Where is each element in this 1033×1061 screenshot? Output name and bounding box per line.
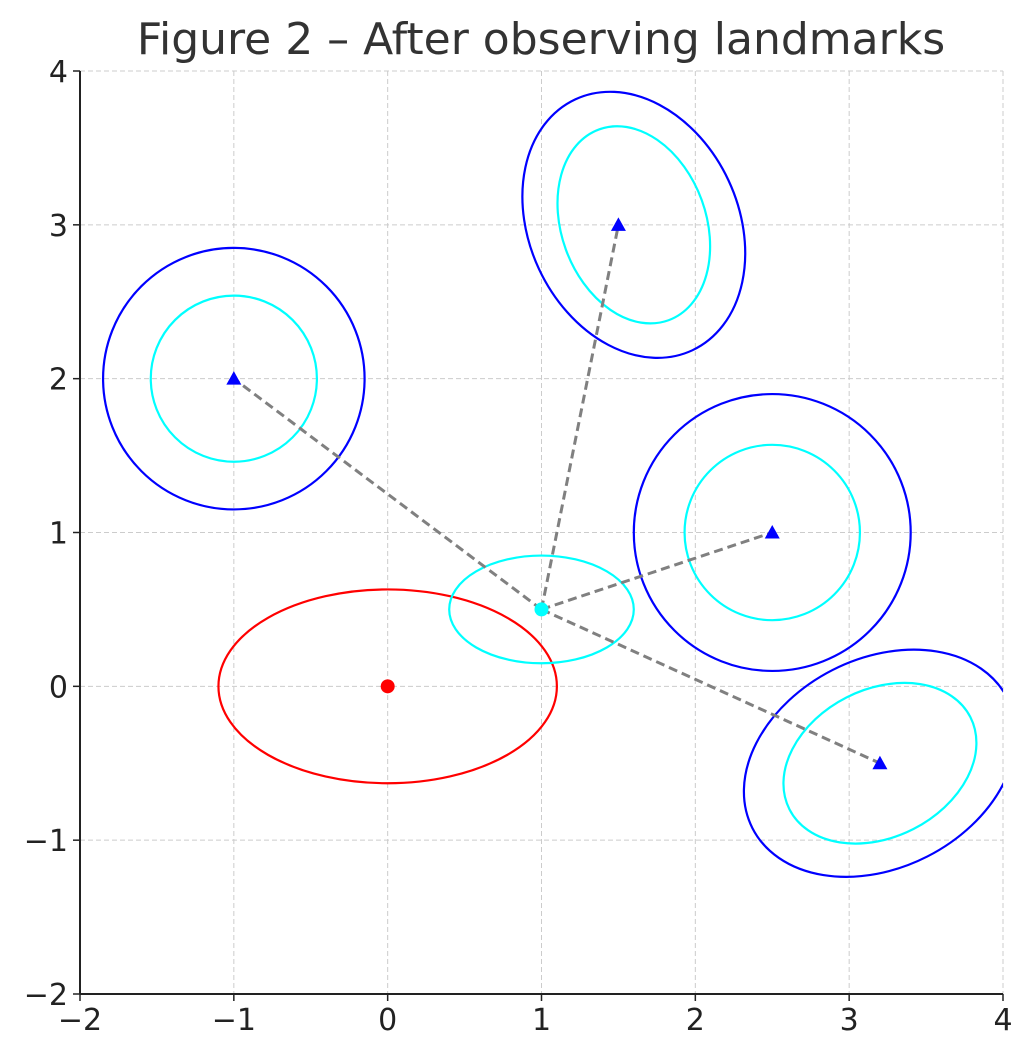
landmark-marker	[764, 525, 780, 539]
x-tick-label: 1	[532, 1003, 551, 1038]
initial-pose-ellipse	[217, 588, 558, 785]
landmark-marker	[610, 217, 626, 231]
landmark-outer-ellipse	[632, 392, 912, 673]
landmark-marker	[872, 755, 888, 770]
y-tick-label: −2	[24, 978, 68, 1013]
y-tick-label: −1	[24, 824, 68, 859]
x-tick-label: 3	[840, 1003, 859, 1038]
y-tick-label: 1	[49, 517, 68, 552]
updated-pose-ellipse	[448, 554, 635, 665]
observation-ray	[540, 224, 620, 610]
observation-ray	[541, 531, 773, 611]
x-tick-label: 4	[993, 1003, 1012, 1038]
x-tick-label: 0	[378, 1003, 397, 1038]
landmark-inner-ellipse	[683, 443, 862, 622]
landmark-inner-ellipse	[149, 294, 319, 463]
landmark-outer-ellipse	[101, 246, 366, 511]
observation-ray	[232, 377, 543, 611]
landmark-marker	[226, 371, 242, 385]
grid	[79, 70, 1004, 995]
landmark-outer-ellipse	[521, 90, 747, 359]
x-tick-label: −1	[212, 1003, 256, 1038]
chart-title: Figure 2 – After observing landmarks	[137, 14, 945, 65]
observation-ray	[540, 608, 881, 765]
landmark-inner-ellipse	[782, 681, 978, 845]
axes	[73, 70, 1004, 1001]
tick-labels: −2 −1 0 1 2 3 4 −2 −1 0 1 2 3 4	[24, 55, 1013, 1038]
x-tick-label: −2	[58, 1003, 102, 1038]
initial-pose-point	[380, 679, 395, 694]
landmark-inner-ellipse	[556, 125, 712, 325]
y-tick-label: 4	[49, 55, 68, 90]
y-tick-label: 2	[49, 363, 68, 398]
updated-pose-point	[534, 602, 549, 617]
y-tick-label: 0	[49, 670, 68, 705]
landmark-outer-ellipse	[742, 648, 1003, 878]
y-tick-label: 3	[49, 209, 68, 244]
plot-area	[101, 90, 1003, 878]
x-tick-label: 2	[686, 1003, 705, 1038]
